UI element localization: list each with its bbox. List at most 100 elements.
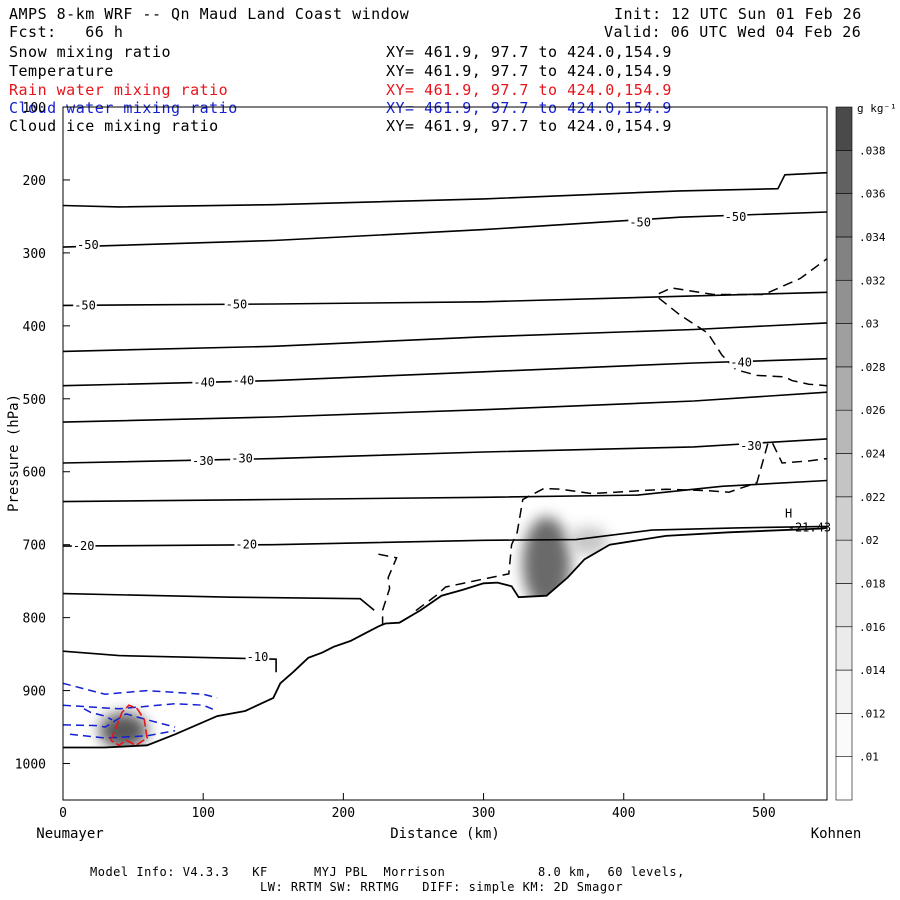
field-name: Snow mixing ratio: [9, 43, 172, 61]
cloud-water-contour: [83, 708, 113, 721]
temperature-contour: [62, 357, 828, 387]
field-xy: XY= 461.9, 97.7 to 424.0,154.9: [386, 81, 672, 99]
field-name: Cloud water mixing ratio: [9, 99, 238, 117]
temperature-contour: [62, 525, 828, 547]
colorbar-tick-label: .02: [859, 534, 879, 547]
colorbar-tick-label: .012: [859, 707, 886, 720]
colorbar-swatch: [835, 496, 853, 541]
colorbar-tick-label: .024: [859, 448, 886, 461]
y-tick-label: 700: [23, 539, 46, 554]
y-tick-label: 300: [23, 247, 46, 262]
x-tick-label: 0: [59, 806, 67, 821]
colorbar-swatch: [835, 366, 853, 411]
colorbar-swatch: [835, 756, 853, 801]
terrain-mask: [63, 527, 827, 800]
cloud-ice-contour: [658, 297, 828, 387]
field-xy: XY= 461.9, 97.7 to 424.0,154.9: [386, 99, 672, 117]
chart-title: AMPS 8-km WRF -- Qn Maud Land Coast wind…: [9, 5, 410, 23]
colorbar-tick-label: .036: [859, 188, 886, 201]
contour-label: -40: [193, 376, 215, 390]
field-xy: XY= 461.9, 97.7 to 424.0,154.9: [386, 43, 672, 61]
x-endpoint-left: Neumayer: [36, 826, 103, 842]
contour-label: -20: [73, 539, 95, 553]
field-xy: XY= 461.9, 97.7 to 424.0,154.9: [386, 62, 672, 80]
contour-label: -50: [725, 210, 747, 224]
y-tick-label: 200: [23, 174, 46, 189]
colorbar-tick-label: .022: [859, 491, 886, 504]
temperature-contour: [62, 650, 277, 673]
colorbar-swatch: [835, 713, 853, 757]
temperature-contour: [62, 322, 828, 353]
model-info-line1: Model Info: V4.3.3 KF MYJ PBL Morrison 8…: [90, 865, 685, 879]
contour-label-bg: [230, 452, 254, 465]
cloud-water-contour: [62, 702, 218, 712]
colorbar-swatch: [835, 279, 853, 324]
contour-label: -40: [233, 374, 255, 388]
contour-label-bg: [224, 298, 249, 311]
colorbar-swatch: [835, 236, 853, 281]
colorbar-tick-label: .01: [859, 751, 879, 764]
terrain-line: [63, 527, 828, 749]
contour-label-bg: [739, 440, 763, 453]
contour-label-bg: [71, 540, 96, 553]
x-tick-label: 200: [332, 806, 355, 821]
cloud-water-contour: [62, 682, 218, 699]
contour-label: -30: [740, 439, 762, 453]
contour-label: -40: [730, 355, 752, 369]
temperature-contour: [62, 391, 828, 423]
temperature-contour: [62, 438, 828, 464]
y-tick-label: 100: [23, 101, 46, 116]
contour-label-bg: [234, 538, 259, 551]
temperature-contour: [62, 479, 828, 503]
field-name: Cloud ice mixing ratio: [9, 117, 219, 135]
y-tick-label: 900: [23, 685, 46, 700]
colorbar-tick-label: .038: [859, 144, 886, 157]
contour-label-bg: [723, 211, 748, 224]
rain-water-contour: [109, 704, 148, 747]
contour-label: -50: [77, 238, 99, 252]
y-tick-label: 800: [23, 612, 46, 627]
colorbar-tick-label: .032: [859, 274, 886, 287]
temperature-contour: [62, 592, 375, 611]
contour-label-bg: [76, 238, 100, 251]
cloud-ice-contour: [658, 258, 828, 296]
plot-frame: [62, 106, 828, 801]
contour-label: -30: [231, 452, 253, 466]
contour-label: -10: [247, 650, 269, 664]
y-tick-label: 600: [23, 466, 46, 481]
x-axis-label: Distance (km): [390, 826, 500, 842]
colorbar-swatch: [835, 150, 853, 194]
temperature-contour: [62, 211, 828, 248]
colorbar-swatch: [835, 106, 853, 151]
y-axis-label: Pressure (hPa): [6, 394, 22, 512]
x-tick-label: 500: [752, 806, 775, 821]
colorbar-swatch: [835, 539, 853, 584]
forecast-hour: Fcst: 66 h: [9, 23, 124, 41]
temperature-contour: [62, 171, 828, 208]
colorbar-swatch: [835, 669, 853, 714]
colorbar-tick-label: .034: [859, 231, 886, 244]
colorbar-tick-label: .026: [859, 404, 886, 417]
contour-label-bg: [73, 299, 97, 312]
colorbar-tick-label: .03: [859, 318, 879, 331]
high-annotation: -21.43: [788, 521, 831, 535]
x-tick-label: 100: [191, 806, 214, 821]
contour-label-bg: [729, 356, 753, 369]
colorbar-swatch: [835, 409, 853, 454]
colorbar-swatch: [835, 583, 853, 628]
colorbar-swatch: [835, 453, 853, 498]
contour-label: -30: [192, 454, 214, 468]
contour-label: -50: [226, 298, 248, 312]
valid-time: Valid: 06 UTC Wed 04 Feb 26: [604, 23, 862, 41]
colorbar-unit: g kg⁻¹: [857, 102, 897, 115]
colorbar-tick-label: .028: [859, 361, 886, 374]
cloud-water-contour: [62, 713, 176, 728]
contour-label-bg: [231, 374, 256, 387]
x-tick-label: 300: [472, 806, 495, 821]
contour-label-bg: [245, 651, 270, 664]
contour-label-bg: [190, 454, 215, 467]
colorbar-tick-label: .018: [859, 577, 886, 590]
x-tick-label: 400: [612, 806, 635, 821]
colorbar-swatch: [835, 193, 853, 238]
